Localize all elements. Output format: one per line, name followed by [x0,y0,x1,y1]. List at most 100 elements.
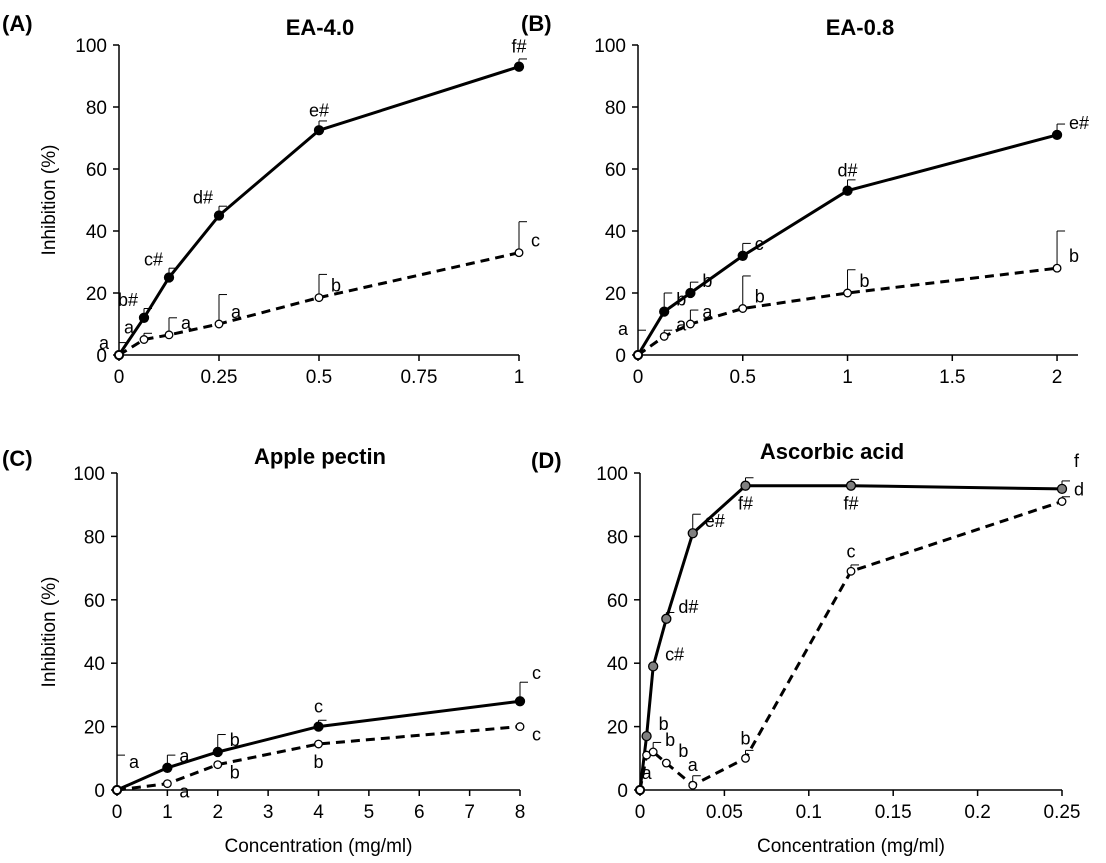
x-tick-label: 0.15 [875,802,912,823]
point-label: c [847,541,856,561]
data-point [214,319,224,329]
point-label: a [181,313,192,333]
data-point [842,185,853,196]
y-tick-label: 60 [605,160,626,181]
data-point [661,613,672,624]
point-label: b [1069,246,1079,266]
x-tick-label: 0.25 [1044,802,1081,823]
chart-title: EA-0.8 [826,15,894,40]
point-label: c [314,697,323,717]
data-point [1051,129,1063,141]
point-label: b [659,714,669,734]
x-tick-label: 2 [212,802,223,823]
data-point [633,350,643,360]
y-tick-label: 60 [607,591,628,612]
y-tick-label: 40 [607,654,628,675]
data-point [685,319,695,329]
data-point [514,248,524,258]
x-axis-label: Concentration (mg/ml) [225,836,413,857]
x-tick-label: 0.5 [306,367,332,388]
data-point [659,331,669,341]
x-tick-label: 0.5 [730,367,756,388]
x-tick-label: 0.75 [401,367,438,388]
point-label: e# [1069,113,1089,133]
data-point [648,747,658,757]
data-point [162,779,172,789]
data-point [737,250,748,261]
series-dashed: a a a b c [114,221,540,360]
chart-title: EA-4.0 [286,15,354,40]
point-label: d# [193,188,213,208]
data-point [162,762,173,773]
x-tick-label: 0 [633,367,644,388]
y-tick-label: 80 [86,98,107,119]
y-tick-label: 0 [615,346,626,367]
x-tick-label: 1 [162,802,173,823]
data-point [635,785,645,795]
series-solid: a b# c# d# e# f# [99,37,527,361]
series-line [636,133,1058,356]
data-point [685,287,696,299]
panel-a: 0 20 40 60 80 100 0 0.25 0.5 0.75 1 EA-4.0 (A) Inhibi… [2,11,540,388]
point-label: b [230,730,240,750]
data-point [641,730,652,742]
y-tick-label: 100 [73,464,105,485]
data-point [688,780,698,790]
x-tick-label: 1 [842,367,853,388]
data-point [740,480,751,491]
data-point [138,312,150,323]
y-tick-label: 100 [75,36,107,57]
data-point [1056,483,1068,495]
point-label: b [331,276,341,296]
point-label: b [860,271,870,291]
point-label: c [532,725,541,745]
data-point [741,753,750,763]
point-label: b [230,763,240,783]
data-point [314,739,323,749]
point-label: b# [118,290,138,310]
point-label: a [688,755,699,775]
point-label: f# [738,494,753,514]
y-tick-label: 60 [84,591,105,612]
x-tick-label: 0 [112,802,123,823]
data-point [661,758,671,768]
point-label: b [678,741,688,761]
series-solid: b c# d# e# f# f# f [634,451,1080,796]
point-label: c [532,663,541,683]
x-tick-label: 0 [114,367,125,388]
chart-title: Ascorbic acid [760,439,904,464]
panel-label: (D) [531,448,562,473]
y-tick-label: 100 [596,464,628,485]
data-point [164,330,174,340]
y-tick-label: 0 [617,781,628,802]
point-label: d [1074,480,1084,500]
point-label: b [665,730,675,750]
data-point [1052,263,1062,273]
x-tick-label: 5 [364,802,375,823]
point-label: f# [511,37,526,57]
x-tick-label: 0 [635,802,646,823]
data-point [112,785,122,795]
point-label: a [129,752,140,772]
y-tick-label: 20 [607,718,628,739]
y-tick-label: 0 [94,781,105,802]
data-point [846,566,856,576]
data-point [139,335,149,344]
y-tick-label: 80 [84,527,105,548]
point-label: b [755,287,765,307]
panel-label: (C) [2,446,33,471]
point-label: a [179,782,190,802]
data-point [114,350,124,360]
x-tick-label: 0.1 [796,802,822,823]
panel-d: 0 20 40 60 80 100 0 0.05 0.1 0.15 0.2 0.25 Ascorbic … [531,439,1084,857]
y-axis-label: Inhibition (%) [39,145,60,256]
x-tick-label: 8 [515,802,526,823]
y-tick-label: 80 [607,527,628,548]
y-axis-label: Inhibition (%) [39,577,60,688]
series-solid: a a b c c [111,663,541,796]
point-label: b [740,728,750,748]
series-line [118,251,520,357]
data-point [687,528,698,539]
y-tick-label: 60 [86,160,107,181]
